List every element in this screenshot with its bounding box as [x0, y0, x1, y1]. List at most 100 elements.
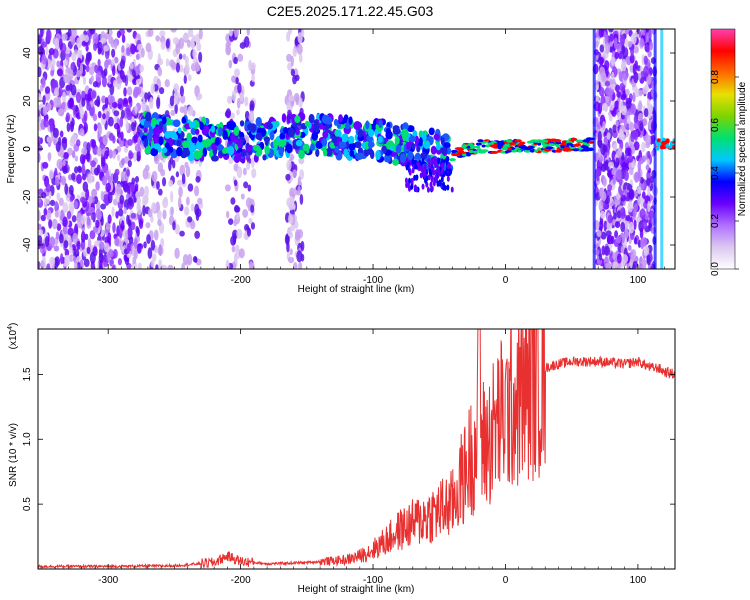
heatmap-cell [48, 169, 54, 180]
heatmap-cell [103, 45, 110, 52]
heatmap-cell [100, 37, 107, 44]
heatmap-cell [605, 86, 611, 96]
heatmap-cell [93, 42, 98, 52]
heatmap-cell [58, 85, 63, 98]
heatmap-cell [598, 200, 604, 212]
heatmap-cell [59, 130, 64, 138]
heatmap-cell [603, 136, 608, 146]
heatmap-cell [587, 137, 593, 141]
snr-y-axis-label: SNR (10 * v/v) [8, 423, 19, 487]
heatmap-cell [121, 45, 125, 55]
heatmap-cell [160, 237, 165, 248]
heatmap-cell [49, 122, 54, 133]
heatmap-cell [117, 97, 124, 105]
heatmap-cell [624, 227, 629, 239]
heatmap-cell [112, 222, 116, 234]
heatmap-edge [653, 29, 657, 269]
heatmap-cell [38, 223, 42, 231]
heatmap-cell [295, 128, 300, 136]
heatmap-cell [231, 245, 236, 253]
heatmap-cell [74, 166, 79, 174]
heatmap-cell [402, 122, 409, 131]
heatmap-cell [49, 236, 56, 249]
heatmap-cell [239, 42, 246, 49]
heatmap-cell [645, 134, 652, 146]
heatmap-cell [599, 44, 605, 53]
heatmap-cell [620, 245, 625, 254]
heatmap-cell [630, 32, 637, 45]
heatmap-cell [130, 221, 136, 231]
heatmap-cell [606, 195, 610, 205]
heatmap-cell [121, 74, 127, 83]
heatmap-cell [284, 233, 290, 246]
heatmap-cell [231, 75, 237, 83]
heatmap-cell [638, 157, 644, 165]
heatmap-cell [141, 100, 147, 110]
heatmap-cell [598, 56, 605, 65]
heatmap-cell [129, 62, 134, 70]
heatmap-cell [150, 147, 159, 157]
snr-y-tick-label: 1.0 [22, 432, 33, 446]
heatmap-cell [366, 148, 374, 156]
heatmap-cell [91, 90, 97, 99]
heatmap-cell [177, 196, 182, 209]
heatmap-cell [123, 87, 127, 97]
heatmap-cell [41, 41, 48, 48]
heatmap-cell [64, 248, 70, 257]
heatmap-cell [602, 121, 606, 131]
heatmap-cell [48, 218, 53, 229]
heatmap-cell [348, 135, 355, 144]
heatmap-cell [54, 176, 60, 187]
heatmap-cell [138, 219, 144, 230]
heatmap-cell [596, 172, 600, 182]
heatmap-cell [66, 210, 72, 220]
heatmap-cell [187, 183, 194, 192]
heatmap-cell [127, 228, 133, 238]
heatmap-cell [150, 239, 156, 251]
heatmap-cell [55, 141, 61, 153]
heatmap-cell [76, 69, 81, 78]
heatmap-cell [537, 142, 542, 146]
heatmap-cell [191, 136, 198, 144]
heatmap-cell [107, 192, 113, 204]
heatmap-cell [101, 156, 106, 167]
heatmap-cell [161, 177, 167, 187]
heatmap-cell [76, 212, 82, 223]
heatmap-cell [104, 32, 110, 40]
colorbar-tick-label: 0.4 [710, 166, 721, 180]
heatmap-cell [100, 216, 104, 226]
heatmap-cell [285, 143, 293, 154]
heatmap-cell [59, 253, 64, 265]
heatmap-cell [173, 83, 180, 93]
heatmap-cell [197, 93, 203, 100]
heatmap-cell [665, 139, 670, 144]
heatmap-cell [77, 49, 81, 60]
heatmap-cell [648, 29, 652, 41]
colorbar: 0.0 0.2 0.4 0.6 0.8 Normalized spectral ampl… [710, 28, 748, 276]
heatmap-cell [183, 104, 188, 116]
heatmap-cell [406, 142, 411, 151]
spectrogram-y-tick-label: 40 [22, 47, 33, 59]
heatmap-cell [127, 96, 132, 104]
heatmap-cell [246, 162, 250, 171]
heatmap-cell [128, 196, 133, 207]
heatmap-cell [151, 170, 158, 183]
heatmap-cell [111, 58, 116, 66]
heatmap-cell [95, 70, 102, 83]
heatmap-cell [75, 91, 82, 104]
heatmap-cell [630, 48, 635, 57]
heatmap-cell [63, 73, 70, 84]
heatmap-cell [62, 166, 68, 175]
heatmap-cell [131, 177, 136, 185]
heatmap-cell [135, 131, 141, 138]
heatmap-cell [236, 97, 241, 109]
heatmap-cell [155, 264, 159, 269]
heatmap-cell [645, 164, 650, 171]
heatmap-cell [144, 92, 149, 100]
heatmap-cell [159, 30, 166, 37]
heatmap-cell [248, 217, 253, 224]
heatmap-cell [49, 256, 56, 267]
heatmap-cell [162, 124, 167, 135]
heatmap-cell [608, 29, 614, 33]
